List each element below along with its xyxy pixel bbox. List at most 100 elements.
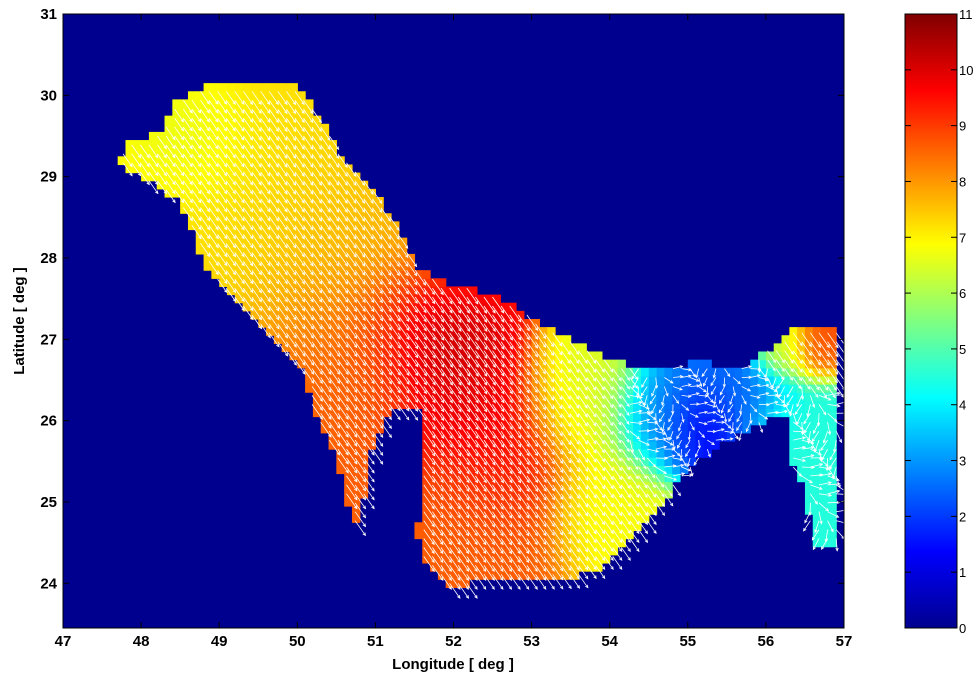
quiver-arrow-shaft (225, 180, 236, 194)
quiver-arrow-shaft (225, 171, 236, 185)
quiver-arrow-head (474, 541, 478, 546)
quiver-arrow-shaft (294, 234, 305, 249)
quiver-arrow-shaft (569, 565, 580, 580)
heat-cell (305, 278, 314, 288)
heat-cell (391, 375, 400, 385)
heat-cell (640, 375, 650, 385)
quiver-arrow-head (249, 244, 254, 249)
quiver-arrow-head (584, 395, 588, 400)
quiver-arrow-head (551, 433, 555, 438)
heat-cell (320, 335, 330, 344)
heat-cell (508, 400, 517, 410)
quiver-arrow-head (301, 155, 305, 159)
quiver-arrow-shaft (363, 296, 375, 312)
heat-cell (344, 473, 353, 483)
quiver-arrow-head (559, 540, 564, 545)
quiver-arrow-shaft (217, 207, 228, 221)
quiver-arrow-head (362, 299, 366, 304)
quiver-arrow-head (440, 426, 445, 431)
quiver-arrow-shaft (560, 341, 571, 355)
quiver-arrow-head (180, 199, 185, 204)
heat-cell (523, 489, 533, 499)
heat-cell (359, 253, 369, 263)
quiver-arrow-shaft (157, 135, 167, 149)
heat-cell (312, 384, 322, 393)
heat-cell (789, 392, 798, 401)
quiver-arrow-shaft (328, 207, 340, 222)
heat-cell (328, 432, 337, 442)
quiver-arrow-head (327, 191, 331, 195)
heat-cell (469, 522, 478, 532)
heat-cell (320, 424, 330, 434)
heat-cell (828, 530, 837, 540)
quiver-arrow-head (592, 377, 597, 382)
quiver-arrow-head (568, 531, 572, 536)
quiver-arrow-shaft (337, 457, 349, 474)
quiver-arrow-head (215, 109, 219, 114)
heat-cell (383, 270, 392, 279)
quiver-arrow-head (449, 426, 453, 431)
heat-cell (719, 367, 728, 377)
quiver-arrow-shaft (286, 144, 296, 159)
quiver-arrow-shaft (371, 287, 383, 303)
quiver-arrow-head (371, 335, 375, 340)
heat-cell (336, 229, 345, 239)
quiver-arrow-head (405, 254, 409, 259)
quiver-arrow-shaft (578, 547, 589, 561)
quiver-arrow-shaft (243, 171, 253, 186)
quiver-arrow-head (457, 523, 461, 528)
heat-cell (742, 392, 751, 401)
heat-cell (383, 245, 392, 255)
quiver-arrow-shaft (328, 144, 339, 159)
quiver-arrow-shaft (354, 502, 366, 518)
quiver-arrow-shaft (492, 386, 505, 403)
quiver-arrow-shaft (243, 234, 254, 248)
heat-cell (664, 481, 673, 491)
quiver-arrow-head (406, 407, 410, 412)
heat-cell (266, 180, 275, 190)
heat-cell (695, 432, 705, 442)
heat-cell (312, 343, 322, 353)
heat-cell (211, 205, 220, 214)
quiver-arrow-head (483, 309, 488, 314)
quiver-arrow-head (198, 199, 202, 204)
heat-cell (640, 465, 650, 475)
quiver-arrow-head (576, 504, 580, 509)
quiver-arrow-head (440, 452, 445, 457)
quiver-arrow-shaft (191, 135, 202, 149)
quiver-arrow-head (593, 467, 597, 472)
quiver-arrow-shaft (277, 260, 288, 275)
quiver-arrow-head (189, 217, 193, 222)
quiver-arrow-head (345, 398, 349, 402)
quiver-arrow-head (543, 532, 547, 537)
quiver-arrow-shaft (423, 484, 435, 501)
quiver-arrow-shaft (509, 565, 521, 581)
quiver-arrow-shaft (243, 225, 254, 239)
quiver-arrow-head (292, 182, 297, 186)
quiver-arrow-shaft (268, 135, 279, 150)
quiver-arrow-head (354, 407, 358, 411)
quiver-arrow-shaft (131, 153, 142, 167)
quiver-arrow-shaft (234, 99, 245, 114)
heat-cell (523, 408, 533, 418)
heat-cell (148, 148, 158, 157)
quiver-arrow-head (189, 190, 193, 195)
quiver-arrow-head (406, 363, 410, 368)
heat-cell (164, 156, 173, 166)
quiver-arrow-shaft (389, 234, 400, 249)
heat-cell (351, 229, 361, 239)
quiver-arrow-shaft (449, 502, 461, 519)
heat-cell (469, 327, 478, 336)
quiver-arrow-shaft (457, 511, 470, 527)
quiver-arrow-shaft (423, 413, 436, 430)
heat-cell (344, 229, 353, 239)
heat-cell (617, 530, 626, 540)
heat-cell (289, 327, 298, 336)
quiver-arrow-shaft (517, 448, 530, 465)
heat-cell (508, 384, 517, 393)
quiver-arrow-shaft (303, 108, 314, 123)
quiver-arrow-head (525, 586, 530, 590)
quiver-arrow-head (474, 559, 478, 564)
quiver-arrow-shaft (354, 207, 365, 222)
heat-cell (531, 562, 541, 572)
